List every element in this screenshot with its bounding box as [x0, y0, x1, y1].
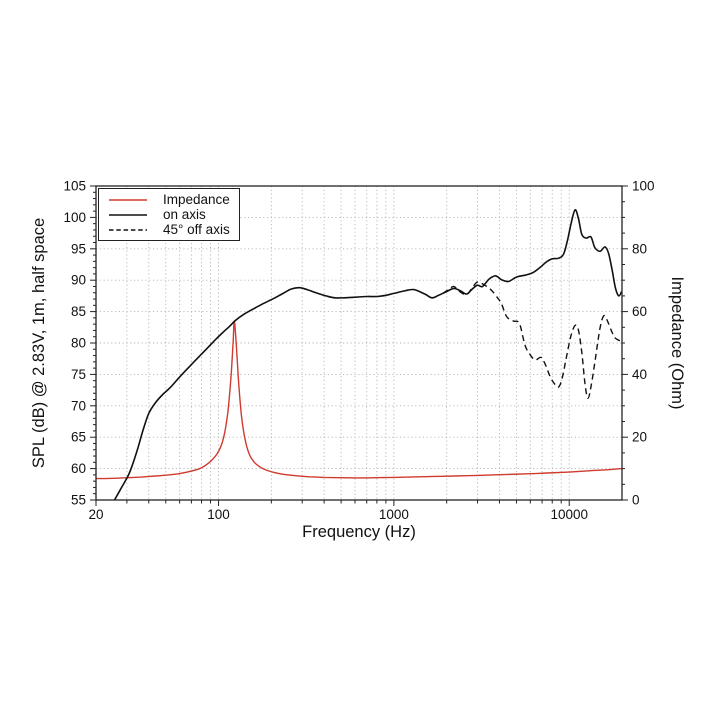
legend: Impedance on axis 45° off axis [98, 188, 240, 241]
x-tick-label: 10000 [550, 507, 588, 522]
y-gridlines [96, 216, 622, 470]
on-axis-line-sample-icon [109, 213, 147, 216]
right-tick-label: 20 [632, 430, 647, 445]
curves [96, 209, 622, 500]
right-tick-label: 40 [632, 367, 647, 382]
right-tick-label: 80 [632, 241, 647, 256]
legend-item-impedance: Impedance [108, 192, 235, 207]
left-tick-label: 90 [71, 273, 86, 288]
right-tick-label: 60 [632, 304, 647, 319]
left-axis-title: SPL (dB) @ 2.83V, 1m, half space [30, 218, 48, 468]
legend-label-on-axis: on axis [163, 207, 206, 222]
left-tick-label: 105 [63, 179, 86, 194]
x-axis-title: Frequency (Hz) [302, 523, 416, 541]
right-tick-label: 100 [632, 179, 655, 194]
on-axis-curve [113, 209, 622, 500]
legend-label-impedance: Impedance [163, 192, 230, 207]
x-tick-label: 1000 [379, 507, 409, 522]
left-tick-label: 60 [71, 461, 86, 476]
left-tick-label: 85 [71, 304, 86, 319]
left-tick-label: 100 [63, 210, 86, 225]
x-tick-label: 20 [88, 507, 103, 522]
off-axis-curve [442, 281, 622, 400]
tick-labels: 20 100 1000 10000 55 60 65 70 75 80 85 90 95 100 105 0 2… [63, 179, 654, 523]
right-tick-label: 0 [632, 493, 640, 508]
left-tick-label: 65 [71, 430, 86, 445]
x-tick-label: 100 [207, 507, 230, 522]
left-tick-label: 95 [71, 241, 86, 256]
plot-frame [95, 185, 623, 501]
left-tick-label: 55 [71, 493, 86, 508]
left-tick-label: 80 [71, 336, 86, 351]
left-tick-label: 75 [71, 367, 86, 382]
legend-item-on-axis: on axis [108, 207, 235, 222]
left-tick-label: 70 [71, 398, 86, 413]
right-axis-title: Impedance (Ohm) [668, 277, 686, 410]
legend-item-off-axis: 45° off axis [108, 222, 235, 237]
impedance-line-sample-icon [109, 198, 147, 201]
legend-label-off-axis: 45° off axis [163, 222, 230, 237]
off-axis-line-sample-icon [109, 228, 147, 231]
impedance-curve [96, 320, 622, 480]
